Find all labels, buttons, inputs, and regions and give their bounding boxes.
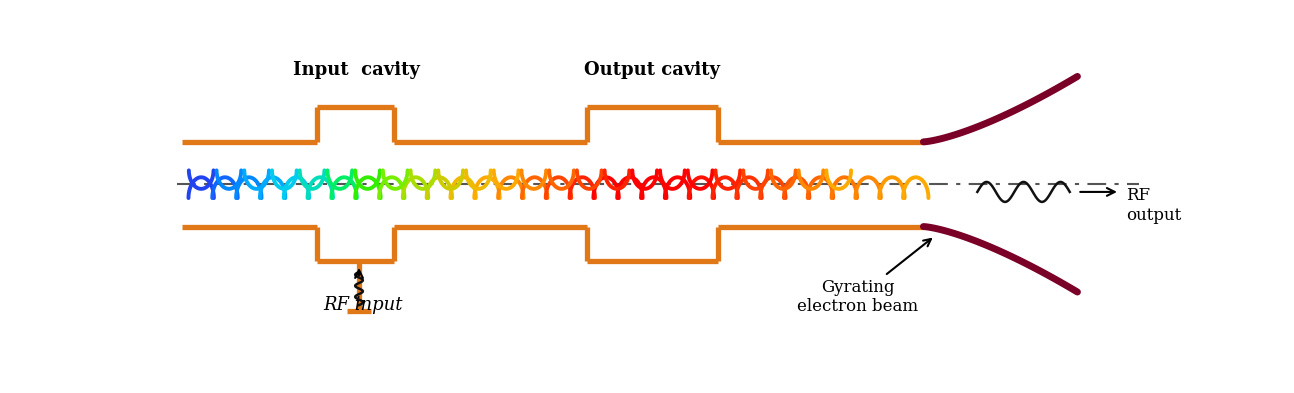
Text: RF input: RF input <box>324 296 402 314</box>
Text: Input  cavity: Input cavity <box>292 61 419 79</box>
Text: RF
output: RF output <box>1126 187 1181 224</box>
Text: Output cavity: Output cavity <box>585 61 721 79</box>
Text: Gyrating
electron beam: Gyrating electron beam <box>797 239 930 315</box>
